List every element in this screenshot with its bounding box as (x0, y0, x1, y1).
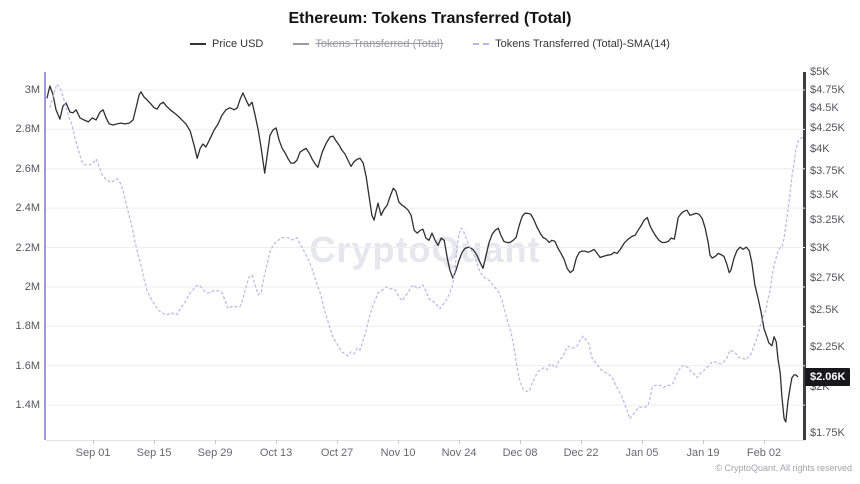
x-axis-tick-label: Sep 29 (197, 447, 233, 459)
left-axis-tick-label: 2.6M (15, 162, 40, 175)
left-axis-tick-label: 1.6M (15, 359, 40, 372)
series-line-0 (46, 85, 799, 423)
left-axis-tick-label: 2M (24, 280, 40, 293)
x-axis-tick-mark (703, 440, 705, 444)
x-axis-tick-mark (93, 440, 95, 444)
current-price-badge: $2.06K (805, 367, 851, 386)
x-axis-tick-label: Sep 15 (136, 447, 172, 459)
copyright-text: © CryptoQuant. All rights reserved (715, 463, 852, 473)
x-axis-tick-label: Nov 10 (380, 447, 416, 459)
chart-legend: Price USD Tokens Transferred (Total) Token… (0, 38, 860, 50)
legend-item-1[interactable]: Tokens Transferred (Total) (293, 38, 443, 50)
right-axis-tick-label: $4.75K (810, 83, 845, 96)
x-axis-tick-label: Dec 08 (502, 447, 538, 459)
x-axis-tick-mark (581, 440, 583, 444)
legend-label: Price USD (212, 38, 264, 50)
right-axis-tick-label: $3K (810, 241, 830, 254)
right-axis-tick-label: $4.5K (810, 102, 839, 115)
x-axis-tick-mark (215, 440, 217, 444)
chart-canvas (46, 83, 805, 423)
x-axis-baseline (46, 440, 805, 441)
legend-marker-icon (190, 43, 207, 45)
right-axis-tick-label: $1.75K (810, 427, 845, 439)
x-axis-tick-label: Jan 19 (686, 447, 720, 459)
left-axis-tick-label: 2.8M (15, 123, 40, 136)
x-axis-tick-label: Nov 24 (441, 447, 477, 459)
x-axis-tick-mark (642, 440, 644, 444)
left-axis-line (44, 72, 46, 440)
plot-area[interactable] (46, 72, 805, 440)
x-axis-tick-mark (398, 440, 400, 444)
legend-label: Tokens Transferred (Total)-SMA(14) (495, 38, 670, 50)
legend-marker-icon (473, 43, 490, 45)
left-axis-tick-label: 1.8M (15, 320, 40, 333)
x-axis-tick-mark (154, 440, 156, 444)
left-axis-tick-label: 1.4M (15, 399, 40, 412)
left-axis-tick-label: 3M (24, 84, 40, 96)
right-axis-tick-label: $2.75K (810, 271, 845, 284)
right-axis-tick-label: $2.5K (810, 304, 839, 317)
x-axis-tick-label: Oct 27 (320, 447, 354, 459)
chart-title: Ethereum: Tokens Transferred (Total) (288, 10, 572, 27)
x-axis-tick-label: Feb 02 (746, 447, 782, 459)
x-axis-tick-mark (459, 440, 461, 444)
left-axis-tick-label: 2.2M (15, 241, 40, 254)
x-axis-tick-label: Jan 05 (625, 447, 659, 459)
right-axis-tick-label: $3.25K (810, 214, 845, 227)
right-axis-tick-label: $3.5K (810, 188, 839, 201)
x-axis-tick-label: Dec 22 (563, 447, 599, 459)
x-axis-tick-mark (337, 440, 339, 444)
x-axis-tick-label: Sep 01 (75, 447, 111, 459)
x-axis-tick-mark (520, 440, 522, 444)
right-axis-tick-label: $5K (810, 66, 830, 78)
legend-item-0[interactable]: Price USD (190, 38, 263, 50)
legend-item-2[interactable]: Tokens Transferred (Total)-SMA(14) (473, 38, 670, 50)
legend-label: Tokens Transferred (Total) (315, 38, 444, 50)
right-axis-tick-label: $4K (810, 142, 830, 155)
x-axis-tick-label: Oct 13 (259, 447, 293, 459)
x-axis-tick-mark (764, 440, 766, 444)
left-axis-tick-label: 2.4M (15, 202, 40, 215)
right-axis-line (803, 72, 806, 440)
right-axis-tick-label: $3.75K (810, 164, 845, 177)
legend-marker-icon (293, 43, 310, 45)
right-axis-tick-label: $2.25K (810, 340, 845, 353)
series-line-2 (49, 83, 805, 420)
x-axis-tick-mark (276, 440, 278, 444)
right-axis-tick-label: $4.25K (810, 121, 845, 134)
